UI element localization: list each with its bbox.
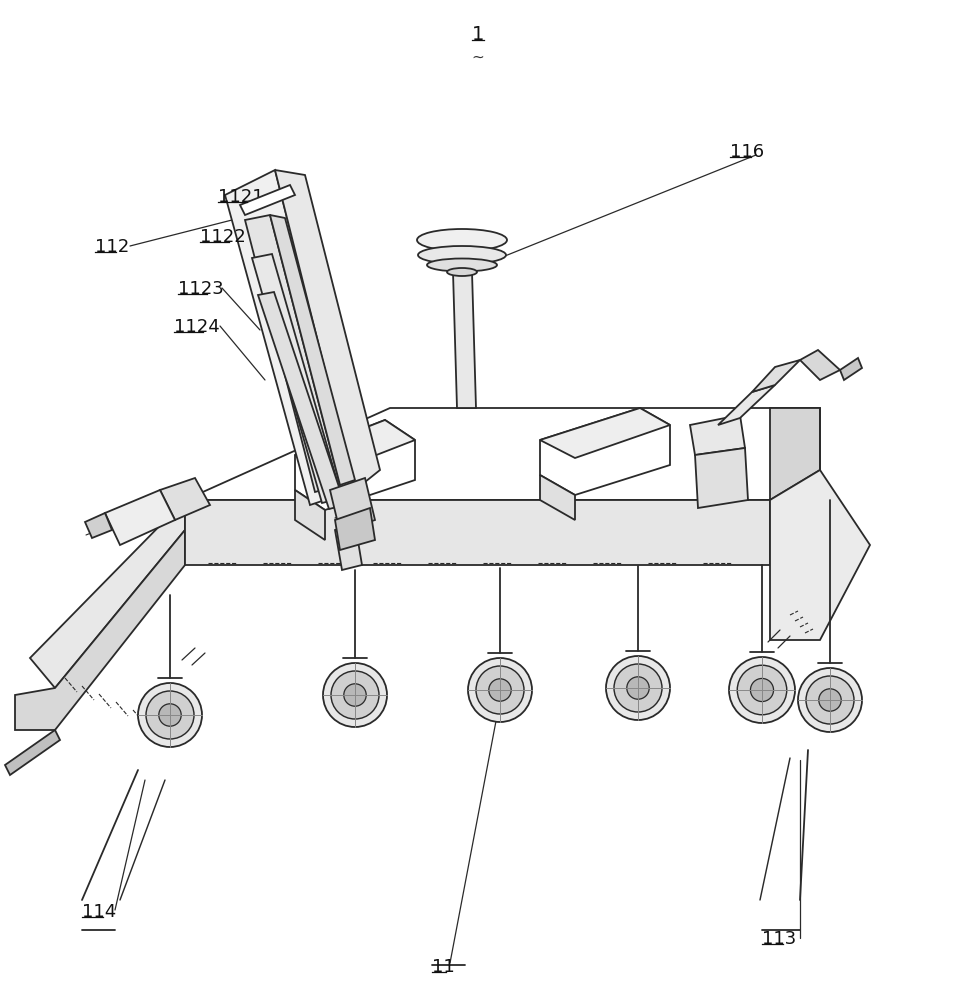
Polygon shape <box>540 475 575 520</box>
Ellipse shape <box>737 665 787 715</box>
Polygon shape <box>800 350 840 380</box>
Ellipse shape <box>447 268 477 276</box>
Ellipse shape <box>323 663 387 727</box>
Polygon shape <box>295 490 325 540</box>
Ellipse shape <box>331 671 379 719</box>
Text: 116: 116 <box>730 143 764 161</box>
Text: 1: 1 <box>472 25 484 44</box>
Polygon shape <box>270 215 355 485</box>
Text: 1123: 1123 <box>178 280 224 298</box>
Ellipse shape <box>606 656 670 720</box>
Text: 112: 112 <box>95 238 129 256</box>
Polygon shape <box>275 170 380 490</box>
Polygon shape <box>30 500 185 688</box>
Polygon shape <box>698 425 725 500</box>
Ellipse shape <box>489 679 511 701</box>
Polygon shape <box>105 490 175 545</box>
Ellipse shape <box>146 691 194 739</box>
Ellipse shape <box>798 668 862 732</box>
Polygon shape <box>718 385 775 425</box>
Polygon shape <box>295 420 415 475</box>
Polygon shape <box>330 478 375 532</box>
Ellipse shape <box>729 657 795 723</box>
Text: 11: 11 <box>432 958 455 976</box>
Polygon shape <box>185 408 820 500</box>
Ellipse shape <box>418 246 506 264</box>
Polygon shape <box>335 523 362 570</box>
Polygon shape <box>695 448 748 508</box>
Text: ∼: ∼ <box>472 50 484 65</box>
Polygon shape <box>252 254 342 503</box>
Polygon shape <box>335 508 375 550</box>
Polygon shape <box>840 358 862 380</box>
Ellipse shape <box>468 658 532 722</box>
Text: 1121: 1121 <box>218 188 263 206</box>
Polygon shape <box>225 170 355 505</box>
Polygon shape <box>540 408 670 495</box>
Ellipse shape <box>806 676 854 724</box>
Polygon shape <box>690 415 745 455</box>
Polygon shape <box>453 272 476 408</box>
Ellipse shape <box>417 229 507 251</box>
Ellipse shape <box>476 666 524 714</box>
Polygon shape <box>15 530 185 730</box>
Polygon shape <box>5 730 60 775</box>
Polygon shape <box>295 420 415 510</box>
Polygon shape <box>85 513 112 538</box>
Text: 1124: 1124 <box>174 318 220 336</box>
Polygon shape <box>240 185 295 215</box>
Ellipse shape <box>614 664 662 712</box>
Polygon shape <box>185 500 770 565</box>
Ellipse shape <box>138 683 202 747</box>
Text: 114: 114 <box>82 903 116 921</box>
Polygon shape <box>770 470 870 640</box>
Polygon shape <box>160 478 210 520</box>
Text: 113: 113 <box>762 930 796 948</box>
Polygon shape <box>540 408 670 458</box>
Ellipse shape <box>344 684 367 706</box>
Ellipse shape <box>750 678 773 702</box>
Polygon shape <box>752 360 800 392</box>
Polygon shape <box>245 215 340 492</box>
Text: 1122: 1122 <box>200 228 246 246</box>
Polygon shape <box>258 292 345 509</box>
Ellipse shape <box>627 677 649 699</box>
Polygon shape <box>770 408 820 500</box>
Ellipse shape <box>159 704 181 726</box>
Ellipse shape <box>819 689 841 711</box>
Ellipse shape <box>427 258 497 271</box>
